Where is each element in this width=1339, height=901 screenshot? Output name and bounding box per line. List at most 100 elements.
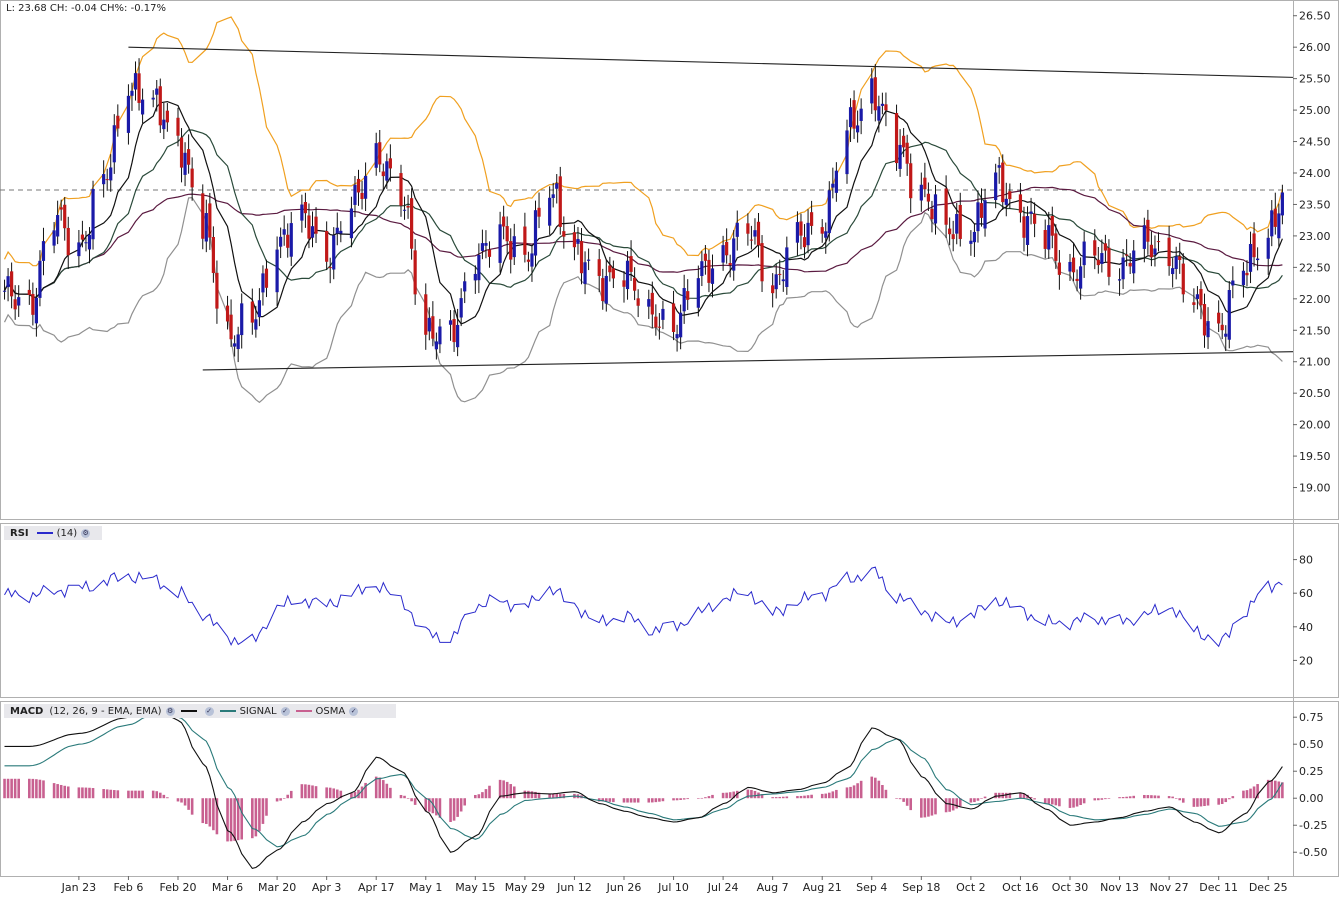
osma-bar (332, 788, 336, 799)
resistance-trendline (128, 46, 1294, 78)
osma-bar (835, 789, 838, 799)
osma-bar (859, 780, 863, 799)
candle-body (622, 280, 626, 287)
osma-bar (799, 795, 803, 799)
x-tick-label: Nov 13 (1100, 881, 1139, 894)
osma-bar (1153, 795, 1157, 799)
osma-bar (778, 796, 782, 799)
candle-body (402, 209, 407, 211)
checkmark-icon[interactable]: ✓ (280, 706, 290, 716)
osma-bar (1199, 798, 1203, 807)
upper-band-line (3, 16, 1283, 267)
candle-body (314, 216, 318, 234)
candle-body (1206, 321, 1210, 338)
osma-bar (251, 798, 254, 839)
candle-body (155, 88, 159, 95)
candle-body (165, 110, 169, 123)
osma-bar (658, 798, 661, 802)
candle-body (438, 326, 442, 345)
settings-icon[interactable]: ⚙ (165, 706, 175, 716)
checkmark-icon[interactable]: ✓ (349, 706, 359, 716)
y-tick-label: 26.50 (1299, 10, 1331, 23)
y-tick-label: 22.50 (1299, 261, 1331, 274)
osma-bar (66, 786, 70, 799)
candle-body (1068, 261, 1072, 272)
osma-bar (686, 798, 690, 800)
candle-body (80, 234, 85, 240)
settings-icon[interactable]: ⚙ (81, 528, 91, 538)
candle-body (572, 232, 577, 248)
osma-bar (3, 778, 6, 799)
candle-body (746, 223, 750, 234)
candle-body (431, 316, 435, 339)
osma-bar (1008, 792, 1012, 799)
osma-bar (626, 798, 629, 803)
osma-bar (728, 792, 732, 799)
osma-bar (810, 794, 813, 799)
osma-bar (973, 798, 976, 803)
osma-bar (983, 796, 987, 799)
checkmark-icon[interactable]: ✓ (204, 706, 214, 716)
osma-bar (364, 782, 367, 799)
candle-body (27, 289, 31, 295)
candle-body (126, 95, 131, 133)
y-tick-label: 24.00 (1299, 167, 1331, 180)
osma-bar (905, 798, 909, 806)
candle-body (1071, 257, 1076, 273)
x-tick-label: Oct 2 (956, 881, 986, 894)
candle-body (1252, 233, 1256, 258)
osma-bar (1097, 798, 1100, 801)
candle-body (1054, 233, 1058, 261)
y-tick-label: 23.00 (1299, 230, 1331, 243)
candle-body (1025, 216, 1030, 245)
candle-body (774, 274, 778, 290)
candle-body (31, 293, 35, 315)
candle-body (84, 242, 88, 244)
osma-bar (10, 778, 13, 799)
candle-body (303, 202, 308, 214)
osma-bar (806, 795, 810, 799)
osma-bar (849, 786, 852, 799)
candle-body (307, 215, 311, 239)
candle-body (530, 253, 534, 267)
candle-body (56, 215, 60, 237)
osma-bar (884, 789, 888, 799)
x-tick-label: Jun 12 (556, 881, 592, 894)
candle-body (91, 188, 95, 240)
osma-bar (562, 793, 566, 799)
x-tick-label: Dec 11 (1199, 881, 1238, 894)
y-tick-label: 21.50 (1299, 324, 1331, 337)
macd-y-tick-label: 0.00 (1299, 792, 1324, 805)
candle-body (257, 300, 261, 318)
osma-bar (1281, 782, 1284, 799)
osma-bar (240, 798, 244, 840)
macd-y-tick-label: -0.50 (1299, 846, 1327, 859)
candle-body (859, 108, 863, 121)
candle-body (1192, 302, 1196, 305)
candle-body (335, 227, 339, 234)
candle-body (325, 230, 329, 262)
osma-bar (151, 790, 155, 799)
osma-bar (229, 798, 233, 842)
candle-body (332, 235, 336, 270)
x-tick-label: Feb 6 (113, 881, 143, 894)
x-tick-label: Jul 24 (707, 881, 739, 894)
osma-bar (527, 790, 530, 799)
candle-body (487, 249, 492, 257)
osma-bar (1033, 798, 1036, 800)
y-tick-label: 21.00 (1299, 356, 1331, 369)
osma-bar (389, 787, 392, 799)
osma-bar (31, 778, 35, 799)
osma-bar (622, 798, 626, 803)
rsi-y-tick-label: 60 (1299, 587, 1313, 600)
y-tick-label: 19.00 (1299, 482, 1331, 495)
candle-body (650, 292, 654, 315)
osma-bar (6, 778, 10, 799)
candle-body (264, 268, 269, 288)
osma-bar (512, 786, 516, 799)
candle-body (1153, 248, 1157, 255)
osma-bar (38, 779, 42, 799)
x-tick-label: Apr 17 (358, 881, 395, 894)
candle-body (102, 174, 106, 185)
candle-body (997, 165, 1001, 168)
